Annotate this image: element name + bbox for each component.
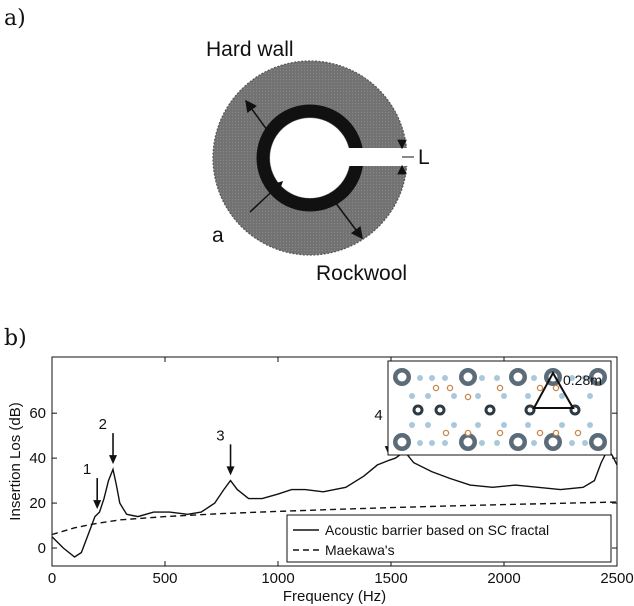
y-tick-label: 0 xyxy=(38,540,46,557)
lattice-small-cylinder xyxy=(569,375,575,381)
lattice-small-ring xyxy=(446,384,454,392)
lattice-resonator-cavity xyxy=(397,372,407,382)
lattice-small-cylinder xyxy=(429,375,435,381)
x-tick-label: 500 xyxy=(152,570,177,587)
lattice-resonator-cavity xyxy=(593,437,603,447)
lattice-resonator-cavity xyxy=(463,372,473,382)
lattice-small-cylinder xyxy=(587,393,593,399)
lattice-small-cylinder xyxy=(494,375,500,381)
lattice-small-cylinder xyxy=(442,440,448,446)
peak-label: 1 xyxy=(83,461,91,478)
lattice-small-ring xyxy=(552,429,560,437)
lattice-resonator-cavity xyxy=(463,437,473,447)
peak-label: 4 xyxy=(374,407,382,424)
lattice-small-cylinder xyxy=(475,422,481,428)
cavity xyxy=(270,118,350,198)
lattice-small-cylinder xyxy=(569,440,575,446)
lattice-resonator-cavity xyxy=(548,437,558,447)
neck-slit xyxy=(345,148,408,166)
lattice-small-cylinder xyxy=(501,393,507,399)
lattice-small-cylinder xyxy=(417,440,423,446)
lattice-small-ring xyxy=(496,429,504,437)
lattice-unit-triangle xyxy=(532,370,575,409)
lattice-small-cylinder xyxy=(409,393,415,399)
lattice-small-cylinder xyxy=(429,440,435,446)
series-line-1 xyxy=(51,447,618,558)
legend-entry-label: Maekawa's xyxy=(325,542,395,558)
lattice-small-cylinder xyxy=(417,375,423,381)
x-tick-label: 2000 xyxy=(487,570,520,587)
x-axis-title: Frequency (Hz) xyxy=(283,588,386,605)
lattice-resonator-cavity xyxy=(397,437,407,447)
plot-frame xyxy=(51,356,618,567)
x-tick-label: 2500 xyxy=(600,570,633,587)
rockwool-label: Rockwool xyxy=(316,262,407,285)
x-tick-label: 0 xyxy=(48,570,56,587)
y-tick-label: 60 xyxy=(29,405,46,422)
hard-wall-arrow xyxy=(245,99,271,135)
resonator-diagram: Hard wall Rockwool a L xyxy=(206,38,430,285)
lattice-resonator-cavity xyxy=(513,372,523,382)
lattice-small-cylinder xyxy=(559,393,565,399)
lattice-small-ring xyxy=(464,429,472,437)
peak-label: 3 xyxy=(216,427,224,444)
y-tick-label: 40 xyxy=(29,450,46,467)
lattice-small-ring xyxy=(536,429,544,437)
lattice-small-cylinder xyxy=(475,393,481,399)
lattice-small-cylinder xyxy=(451,422,457,428)
lattice-small-cylinder xyxy=(409,422,415,428)
lattice-small-cylinder xyxy=(587,422,593,428)
lattice-small-cylinder xyxy=(525,422,531,428)
inset-dimension-label: 0.28m xyxy=(563,372,602,388)
lattice-resonator-cavity xyxy=(548,372,558,382)
lattice-resonator-cavity xyxy=(527,407,533,413)
lattice-small-cylinder xyxy=(425,393,431,399)
lattice-small-cylinder xyxy=(582,440,588,446)
lattice-small-ring xyxy=(464,393,472,401)
radius-label: a xyxy=(212,224,224,247)
peak-label: 2 xyxy=(99,416,107,433)
lattice-small-cylinder xyxy=(479,375,485,381)
y-tick-label: 20 xyxy=(29,495,46,512)
legend-box xyxy=(286,514,612,563)
y-axis-title: Insertion Los (dB) xyxy=(7,402,24,520)
lattice-small-ring xyxy=(496,384,504,392)
x-tick-label: 1500 xyxy=(374,570,407,587)
panel-a-label: a) xyxy=(4,6,26,31)
lattice-small-ring xyxy=(552,384,560,392)
lattice-resonator-cavity xyxy=(437,407,443,413)
lattice-small-cylinder xyxy=(494,440,500,446)
peak-arrow-head xyxy=(109,455,118,465)
lattice-resonator-cavity xyxy=(487,407,493,413)
lattice-small-ring xyxy=(536,384,544,392)
lattice-small-cylinder xyxy=(479,440,485,446)
series-line-2 xyxy=(51,501,618,536)
lattice-small-cylinder xyxy=(559,422,565,428)
lattice-small-cylinder xyxy=(425,422,431,428)
lattice-resonator-cavity xyxy=(593,372,603,382)
rockwool-arrow xyxy=(331,197,363,240)
panel-b-label: b) xyxy=(4,326,27,351)
lattice-small-cylinder xyxy=(582,375,588,381)
lattice-small-cylinder xyxy=(501,422,507,428)
lattice-small-ring xyxy=(432,384,440,392)
lattice-small-cylinder xyxy=(451,393,457,399)
lattice-small-cylinder xyxy=(442,375,448,381)
x-tick-label: 1000 xyxy=(261,570,294,587)
lattice-small-cylinder xyxy=(531,375,537,381)
lattice-small-cylinder xyxy=(525,393,531,399)
slit-width-label: L xyxy=(418,146,430,169)
peak-arrow-head xyxy=(226,466,235,476)
legend-entry-label: Acoustic barrier based on SC fractal xyxy=(325,522,549,538)
hard-wall-label: Hard wall xyxy=(206,38,294,61)
lattice-small-ring xyxy=(574,429,582,437)
lattice-small-cylinder xyxy=(531,440,537,446)
lattice-resonator-cavity xyxy=(513,437,523,447)
radius-arrow xyxy=(249,180,284,213)
lattice-resonator-cavity xyxy=(415,407,421,413)
lattice-small-ring xyxy=(442,429,450,437)
peak-arrow-head xyxy=(93,500,102,510)
